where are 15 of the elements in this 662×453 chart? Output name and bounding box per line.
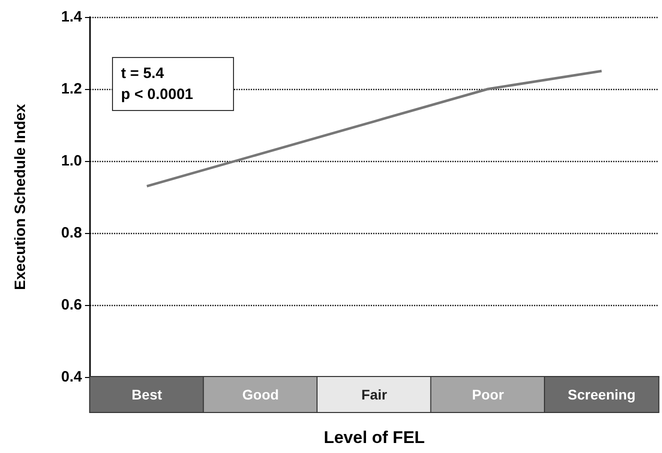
- y-tick-label: 1.2: [61, 80, 82, 98]
- note-box: t = 5.4 p < 0.0001: [112, 57, 234, 111]
- y-axis-title: Execution Schedule Index: [12, 103, 29, 290]
- x-tick-label: Poor: [472, 386, 504, 402]
- y-tick-label: 1.4: [61, 8, 83, 26]
- y-tick-label: 1.0: [61, 152, 82, 170]
- y-tick-label: 0.8: [61, 224, 82, 242]
- x-tick-label: Screening: [568, 386, 636, 402]
- x-tick-label: Best: [132, 386, 162, 402]
- x-tick-label: Fair: [361, 386, 388, 402]
- x-axis-title: Level of FEL: [324, 428, 425, 447]
- y-tick-label: 0.6: [61, 296, 82, 314]
- x-tick-label: Good: [242, 386, 279, 402]
- y-tick-label: 0.4: [61, 368, 83, 386]
- line-series: [146, 70, 603, 188]
